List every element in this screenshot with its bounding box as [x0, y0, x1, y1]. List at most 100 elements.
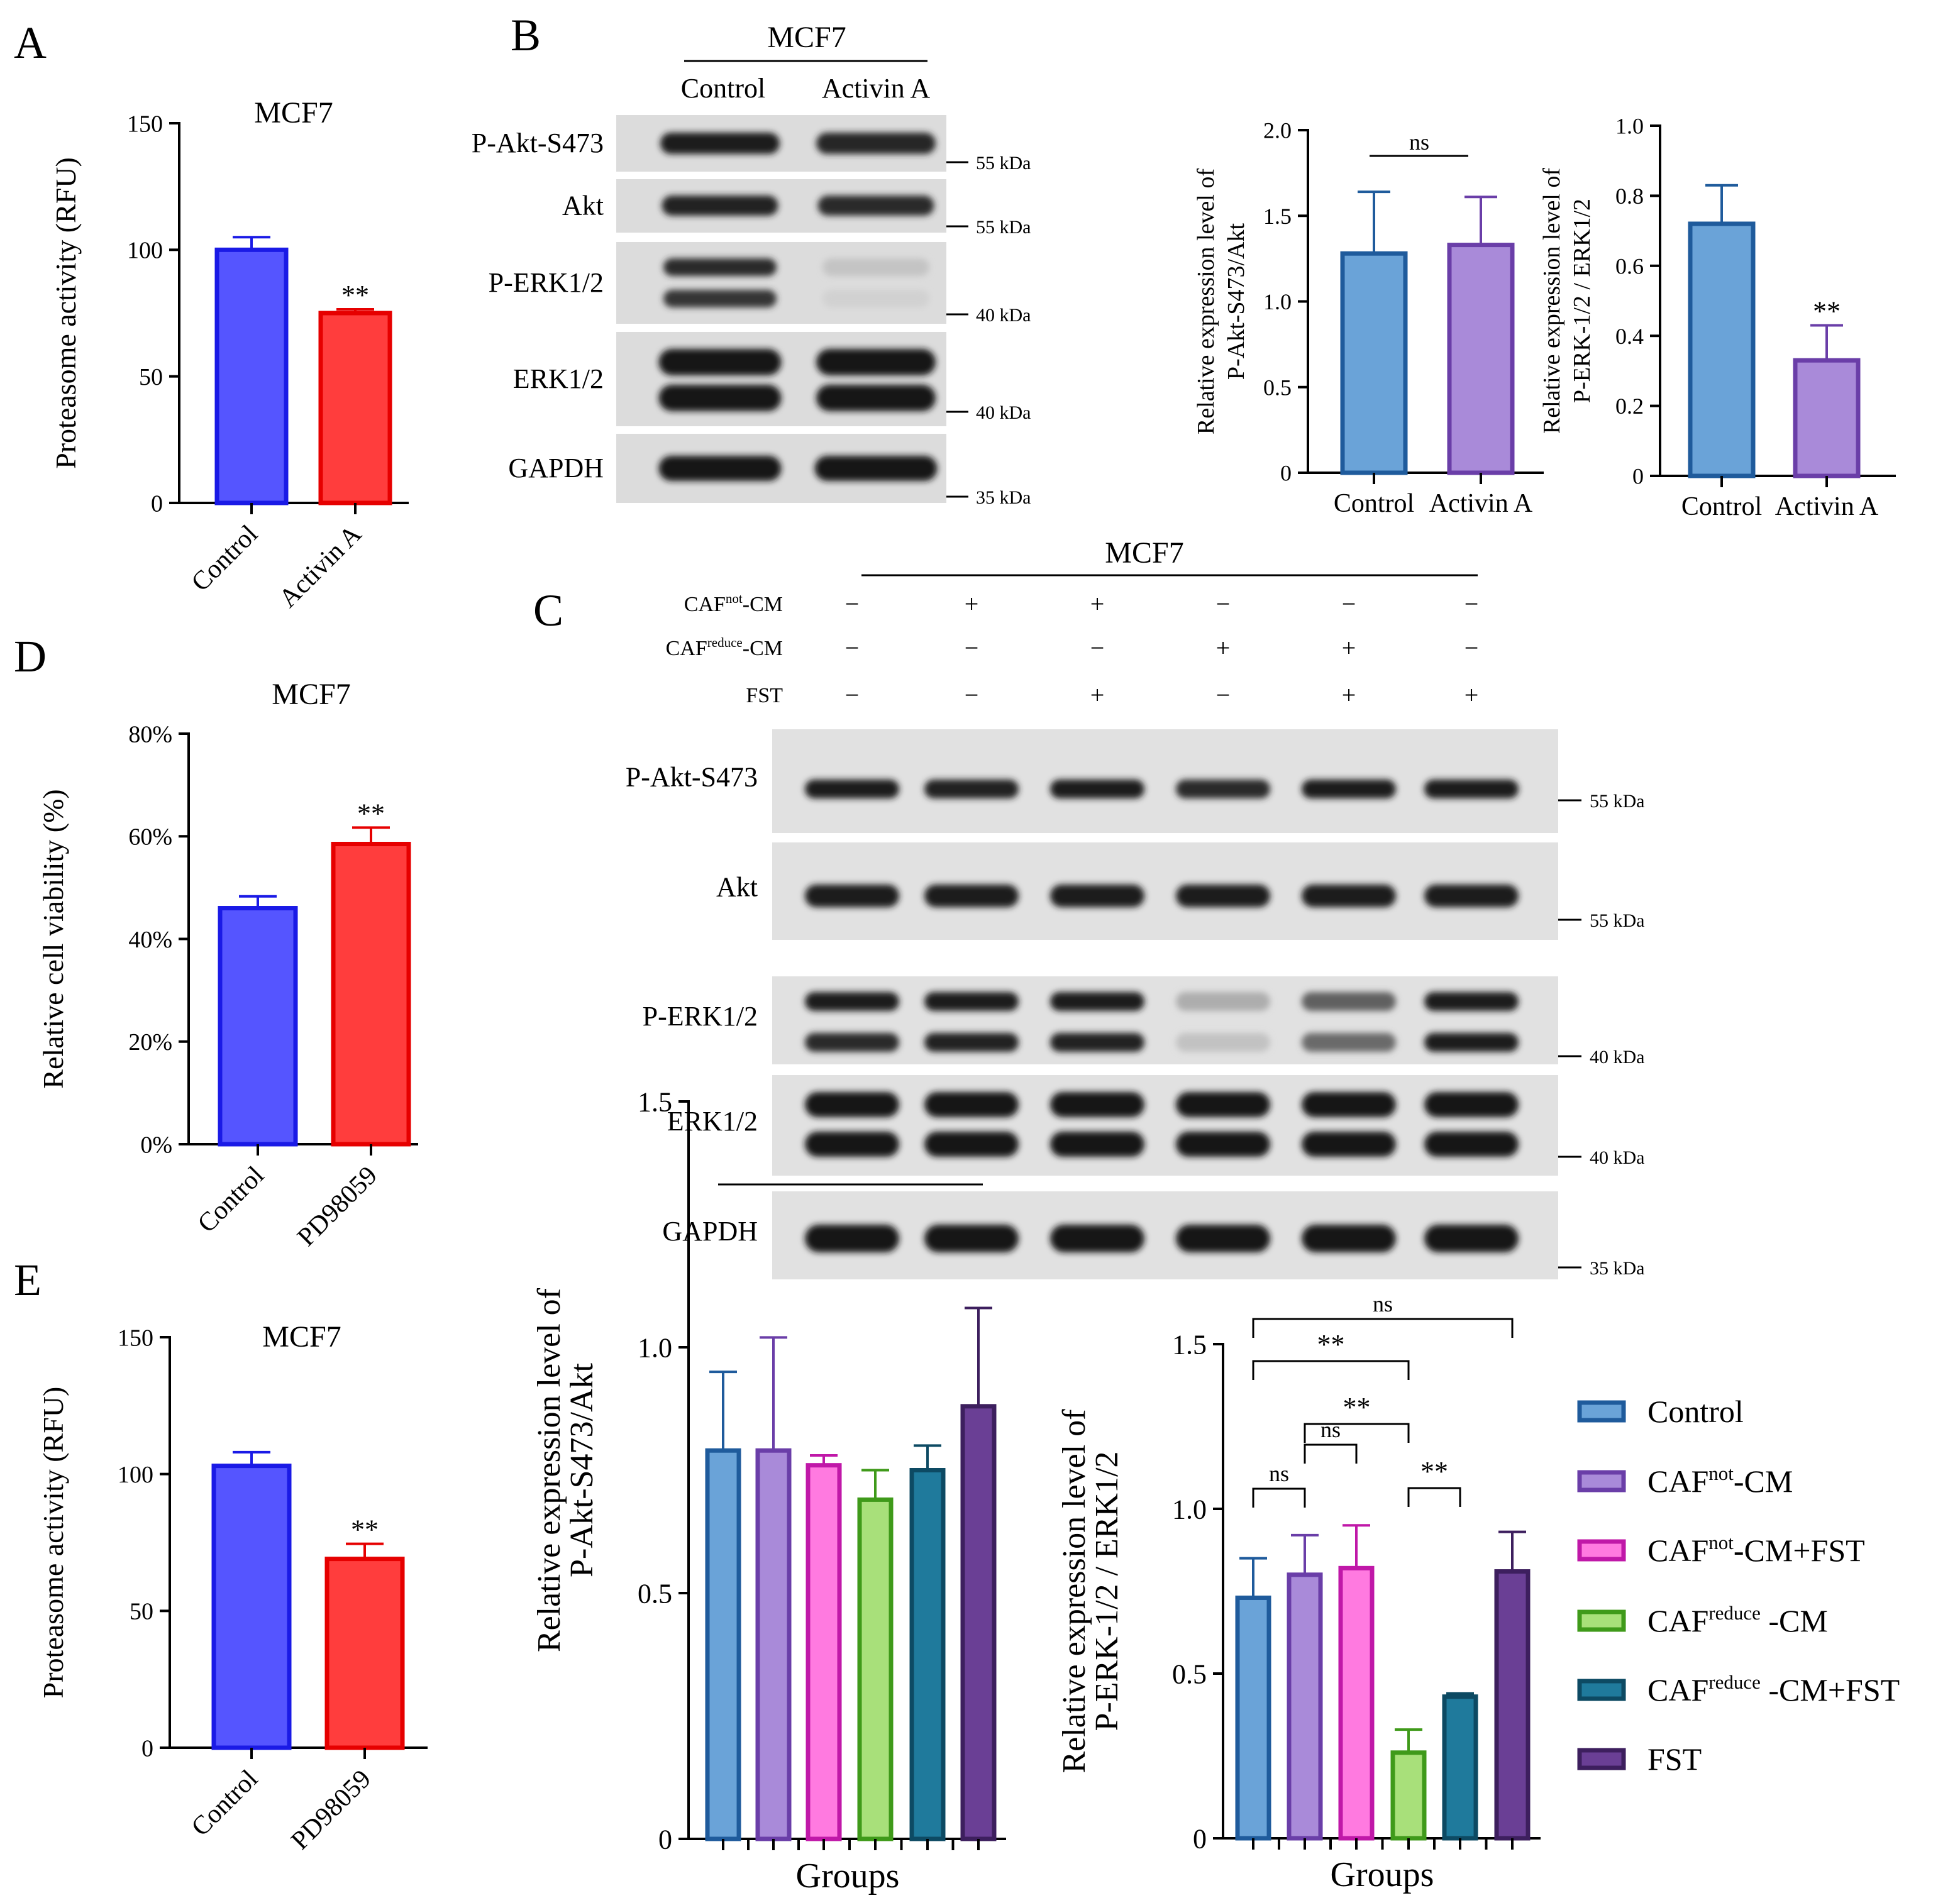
- treatment-sign: −: [1216, 590, 1231, 618]
- treatment-sign: −: [965, 681, 979, 709]
- legend-label: CAFnot-CM+FST: [1647, 1531, 1865, 1568]
- x-tick-label: Activin A: [1775, 492, 1879, 521]
- y-tick-label: 0.4: [1615, 324, 1644, 349]
- x-tick-label: PD98059: [285, 1765, 377, 1856]
- legend: Control CAFnot-CM CAFnot-CM+FST CAFreduce -…: [1577, 1394, 1900, 1777]
- blot-band: [816, 349, 936, 375]
- blot-band: [1302, 1092, 1396, 1117]
- bar: [1793, 358, 1861, 478]
- blot-band: [1050, 1132, 1144, 1157]
- blot-band: [924, 1092, 1019, 1117]
- chart-panel-e: 0 50 100 150 ** Control PD98059 MCF7 Proteasome …: [37, 1320, 428, 1855]
- treatment-sign: −: [1216, 681, 1231, 709]
- blot-band: [1424, 1132, 1519, 1157]
- blot-strip: [772, 1075, 1558, 1176]
- western-blot-c: MCF7 CAFnot-CM − + + − − − CAFreduce-CM − − − + + − FS…: [626, 536, 1644, 1279]
- bar: [318, 311, 392, 505]
- y-tick-label: 0: [1280, 461, 1292, 486]
- bar: [755, 1448, 792, 1841]
- chart-panel-b-akt: 0 0.5 1.0 1.5 2.0 Control Activin A Relative ex…: [1193, 118, 1544, 518]
- treatment-sign: −: [1090, 634, 1105, 662]
- size-marker-label: 40 kDa: [976, 402, 1031, 423]
- blot-band: [822, 290, 929, 307]
- treatment-label: CAFnot-CM: [684, 591, 783, 616]
- significance-label: **: [351, 1515, 379, 1545]
- x-tick-label: Control: [186, 1765, 263, 1842]
- significance-label: ns: [1409, 130, 1429, 155]
- bar: [806, 1463, 842, 1841]
- blot-row-label: Akt: [562, 190, 604, 221]
- legend-label: CAFreduce -CM: [1647, 1602, 1828, 1638]
- blot-strip: [772, 976, 1558, 1064]
- y-axis-label: P-Akt-S473/Akt: [564, 1362, 600, 1577]
- size-marker-label: 40 kDa: [1590, 1047, 1644, 1068]
- legend-swatch: [1577, 1400, 1626, 1423]
- blot-row-label: GAPDH: [662, 1216, 758, 1247]
- blot-band: [1302, 885, 1396, 907]
- blot-band: [1302, 1033, 1396, 1052]
- y-tick-label: 0.5: [638, 1578, 672, 1609]
- blot-band: [924, 780, 1019, 798]
- blot-band: [805, 885, 899, 907]
- y-tick-label: 0.8: [1615, 184, 1644, 209]
- chart-panel-c-akt: 0 0.5 1.0 1.5 Groups Relative expression leve…: [531, 1086, 1006, 1895]
- chart-panel-b-erk: 0 0.2 0.4 0.6 0.8 1.0 ** Control Activin A Relati…: [1539, 114, 1896, 521]
- blot-band: [658, 349, 782, 375]
- y-tick-label: 0: [658, 1824, 672, 1855]
- y-tick-label: 1.0: [638, 1332, 672, 1363]
- treatment-sign: −: [845, 590, 860, 618]
- legend-label: CAFnot-CM: [1647, 1462, 1793, 1499]
- y-tick-label: 1.5: [1263, 204, 1292, 229]
- significance-label: **: [1420, 1456, 1448, 1487]
- blot-b-lane-label: Activin A: [822, 73, 931, 104]
- bar: [218, 906, 298, 1147]
- significance-label: ns: [1373, 1291, 1393, 1316]
- x-tick-label: PD98059: [292, 1161, 383, 1252]
- blot-band: [805, 1132, 899, 1157]
- y-axis-label: P-ERK-1/2 / ERK1/2: [1089, 1452, 1125, 1731]
- blot-band: [805, 1033, 899, 1052]
- blot-band: [658, 456, 782, 481]
- blot-band: [1424, 885, 1519, 907]
- significance-label: ns: [1269, 1461, 1289, 1486]
- size-marker-label: 35 kDa: [976, 487, 1031, 508]
- blot-band: [805, 780, 899, 798]
- blot-band: [660, 133, 780, 154]
- blot-band: [1050, 1092, 1144, 1117]
- treatment-sign: +: [1216, 634, 1231, 662]
- bar: [1390, 1750, 1427, 1841]
- blot-band: [805, 992, 899, 1011]
- legend-swatch: [1577, 1748, 1626, 1770]
- chart-title: MCF7: [254, 96, 333, 130]
- y-tick-label: 0: [1632, 464, 1644, 489]
- blot-band: [1302, 992, 1396, 1011]
- blot-band: [1424, 1033, 1519, 1052]
- blot-band: [924, 1225, 1019, 1252]
- significance-bracket: [1252, 1487, 1306, 1508]
- blot-band: [663, 258, 777, 276]
- chart-title: MCF7: [262, 1320, 341, 1354]
- y-axis-label: Proteasome activity (RFU): [50, 157, 82, 469]
- blot-band: [816, 133, 936, 154]
- bar: [857, 1497, 894, 1841]
- western-blot-b: MCF7 Control Activin A P-Akt-S473 55 kDa A…: [472, 21, 1031, 508]
- x-tick-label: Activin A: [1429, 489, 1533, 518]
- blot-strip: [616, 332, 946, 426]
- blot-band: [1050, 1033, 1144, 1052]
- x-tick-label: Control: [192, 1161, 270, 1239]
- blot-band: [1176, 1132, 1270, 1157]
- blot-band: [1176, 1225, 1270, 1252]
- treatment-sign: +: [1342, 681, 1356, 709]
- bar: [1287, 1572, 1323, 1841]
- y-axis-label: Relative expression level of: [531, 1288, 567, 1652]
- x-tick-label: Control: [1681, 492, 1762, 521]
- bar: [1494, 1569, 1531, 1841]
- blot-band: [1176, 780, 1270, 798]
- significance-bracket: [1252, 1318, 1514, 1338]
- size-marker-label: 55 kDa: [976, 217, 1031, 238]
- x-tick-label: Activin A: [274, 519, 367, 613]
- x-tick-label: Control: [1334, 489, 1414, 518]
- blot-row-label: ERK1/2: [513, 363, 604, 394]
- legend-swatch: [1577, 1679, 1626, 1701]
- treatment-label: FST: [746, 684, 783, 707]
